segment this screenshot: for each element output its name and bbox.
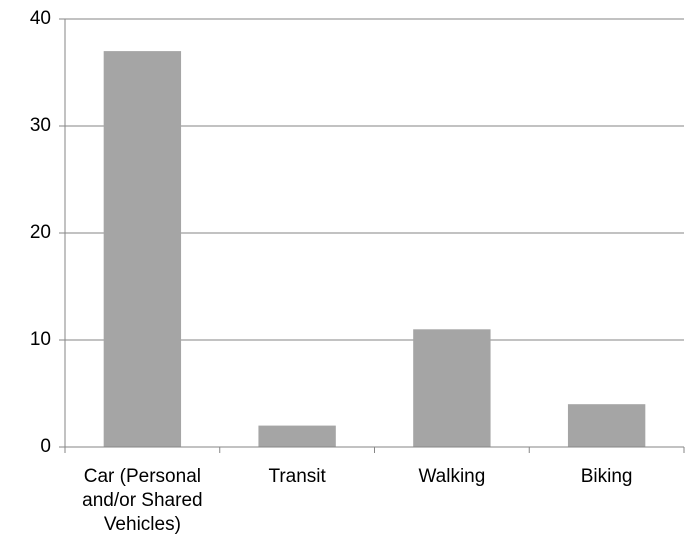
y-tick-label: 40	[30, 8, 51, 29]
x-tick-label-box: Biking	[580, 466, 633, 487]
bar	[567, 404, 646, 447]
x-tick-label-box: Walking	[418, 466, 486, 487]
bar	[413, 329, 491, 447]
x-tick-label: Transit	[268, 466, 326, 487]
x-tick-label-box: Transit	[268, 466, 326, 487]
x-tick-label: Biking	[580, 466, 633, 487]
y-tick-label: 20	[30, 222, 51, 243]
x-tick-label: Walking	[418, 466, 486, 487]
x-tick-label-box: Car (Personal and/or Shared Vehicles)	[82, 466, 203, 535]
y-tick-label: 10	[30, 329, 51, 350]
y-tick-label: 0	[40, 436, 51, 457]
x-tick-label: Car (Personal and/or Shared Vehicles)	[82, 466, 203, 535]
bar	[258, 425, 336, 447]
y-tick-label: 30	[30, 115, 51, 136]
bar	[103, 51, 182, 447]
